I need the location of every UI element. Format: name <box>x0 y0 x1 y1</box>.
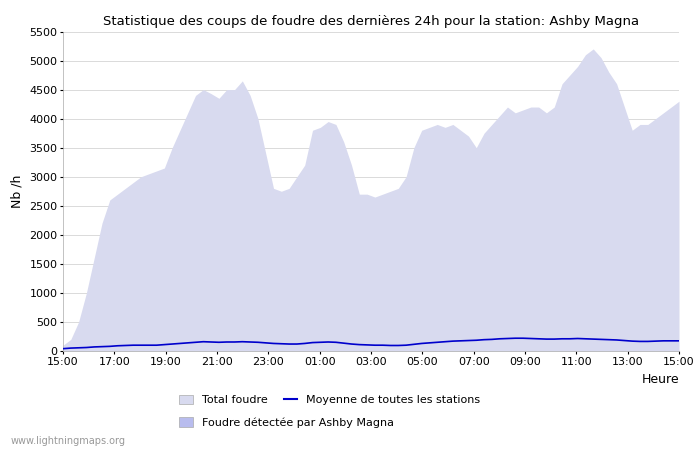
Text: www.lightningmaps.org: www.lightningmaps.org <box>10 436 125 446</box>
Legend: Foudre détectée par Ashby Magna: Foudre détectée par Ashby Magna <box>179 417 393 428</box>
Title: Statistique des coups de foudre des dernières 24h pour la station: Ashby Magna: Statistique des coups de foudre des dern… <box>103 14 639 27</box>
Text: Heure: Heure <box>641 374 679 387</box>
Y-axis label: Nb /h: Nb /h <box>10 175 24 208</box>
